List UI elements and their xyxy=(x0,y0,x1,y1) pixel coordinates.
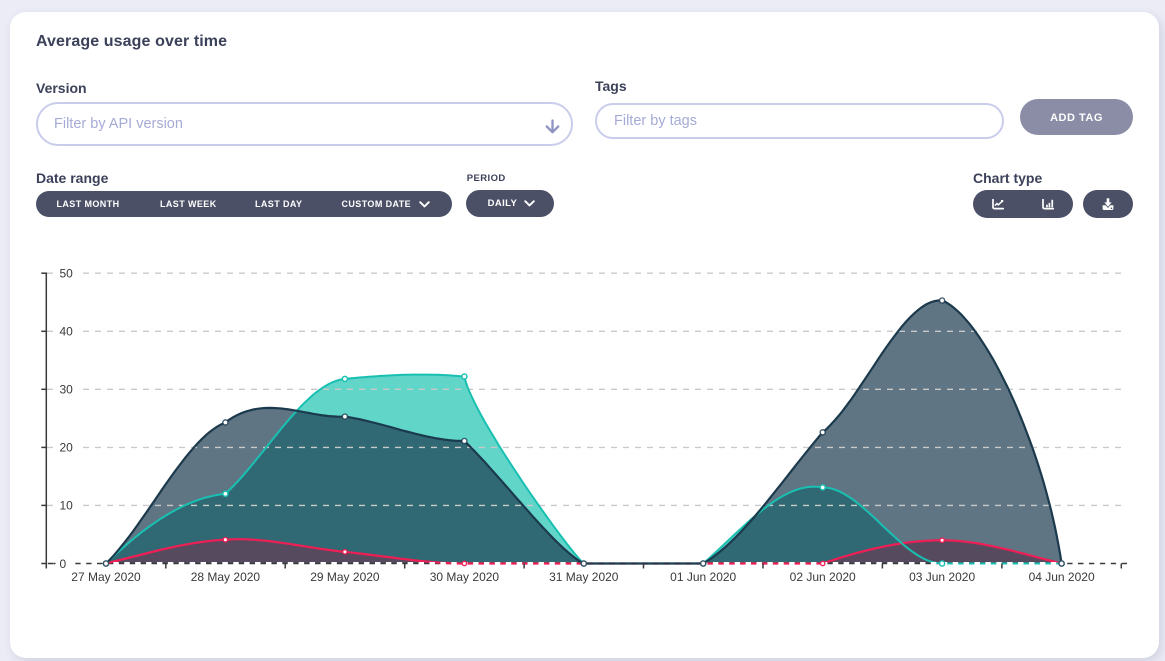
svg-text:10: 10 xyxy=(60,499,74,513)
svg-text:29 May 2020: 29 May 2020 xyxy=(310,570,380,584)
svg-text:01 Jun 2020: 01 Jun 2020 xyxy=(670,570,736,584)
svg-text:27 May 2020: 27 May 2020 xyxy=(71,570,141,584)
svg-text:31 May 2020: 31 May 2020 xyxy=(549,570,619,584)
svg-text:30 May 2020: 30 May 2020 xyxy=(430,570,500,584)
svg-text:03 Jun 2020: 03 Jun 2020 xyxy=(909,570,975,584)
svg-text:30: 30 xyxy=(60,383,74,397)
svg-text:04 Jun 2020: 04 Jun 2020 xyxy=(1029,570,1095,584)
svg-text:50: 50 xyxy=(60,267,74,281)
svg-text:02 Jun 2020: 02 Jun 2020 xyxy=(790,570,856,584)
svg-text:40: 40 xyxy=(60,325,74,339)
svg-text:0: 0 xyxy=(60,557,67,571)
svg-text:20: 20 xyxy=(60,441,74,455)
svg-text:28 May 2020: 28 May 2020 xyxy=(191,570,261,584)
